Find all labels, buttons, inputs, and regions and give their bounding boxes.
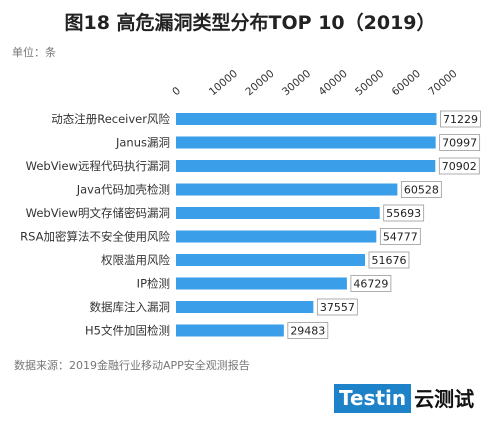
- category-label: Janus漏洞: [115, 136, 170, 150]
- value-label-box: [439, 134, 481, 151]
- value-label-box: [438, 157, 480, 175]
- value-label: 70997: [442, 137, 477, 150]
- source-note: 数据来源：2019金融行业移动APP安全观测报告: [14, 359, 250, 372]
- logo-brand: Testin: [334, 384, 412, 413]
- bar: [176, 160, 436, 172]
- category-label: 权限滥用风险: [101, 253, 170, 267]
- x-tick-label: 10000: [207, 68, 240, 99]
- value-label-box: [379, 228, 421, 245]
- bar: [176, 136, 436, 149]
- x-tick-label: 30000: [280, 68, 313, 99]
- value-label: 29483: [290, 325, 325, 338]
- x-tick-label: 40000: [317, 68, 350, 99]
- value-label: 51676: [371, 254, 406, 267]
- category-label: 数据库注入漏洞: [90, 300, 171, 314]
- bar: [176, 324, 284, 337]
- testin-logo: Testin 云测试: [334, 384, 474, 413]
- x-tick-label: 70000: [426, 68, 459, 99]
- x-tick-label: 20000: [243, 68, 276, 99]
- category-label: IP检测: [137, 277, 170, 291]
- value-label-box: [440, 110, 481, 128]
- category-label: RSA加密算法不安全使用风险: [20, 230, 170, 244]
- bars: [176, 113, 437, 337]
- value-label: 54777: [383, 231, 418, 244]
- category-label: WebView远程代码执行漏洞: [26, 159, 170, 173]
- value-label-box: [368, 251, 410, 269]
- value-label-box: [400, 181, 442, 198]
- bar: [176, 254, 365, 266]
- bar: [176, 301, 314, 313]
- bar: [176, 113, 437, 125]
- category-label: Java代码加壳检测: [76, 183, 170, 197]
- value-label-box: [350, 275, 392, 292]
- value-label: 60528: [404, 184, 439, 197]
- unit-label: 单位：条: [12, 46, 56, 59]
- value-label: 70902: [442, 160, 477, 173]
- bar: [176, 277, 347, 290]
- value-label: 55693: [386, 207, 421, 220]
- value-label-box: [287, 322, 329, 339]
- bar: [176, 183, 398, 196]
- category-label: WebView明文存储密码漏洞: [26, 206, 170, 220]
- value-label: 71229: [443, 113, 478, 126]
- logo-brand-cn: 云测试: [414, 386, 475, 411]
- value-label-box: [316, 298, 358, 316]
- x-tick-label: 0: [170, 85, 183, 98]
- bar: [176, 207, 380, 219]
- bar: [176, 230, 377, 243]
- x-tick-label: 60000: [390, 68, 423, 99]
- category-label: 动态注册Receiver风险: [51, 112, 170, 126]
- category-labels: 动态注册Receiver风险 Janus漏洞 WebView远程代码执行漏洞 Java…: [20, 112, 170, 338]
- chart-title: 图18 高危漏洞类型分布TOP 10（2019）: [64, 12, 436, 34]
- x-axis-ticks: 0 10000 20000 30000 40000 50000 60000 70000: [170, 68, 459, 99]
- value-label-box: [383, 204, 425, 222]
- x-tick-label: 50000: [353, 68, 386, 99]
- value-label: 37557: [320, 301, 355, 314]
- value-label: 46729: [353, 278, 388, 291]
- category-label: H5文件加固检测: [85, 324, 170, 338]
